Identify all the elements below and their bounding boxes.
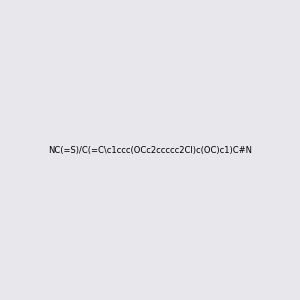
Text: NC(=S)/C(=C\c1ccc(OCc2ccccc2Cl)c(OC)c1)C#N: NC(=S)/C(=C\c1ccc(OCc2ccccc2Cl)c(OC)c1)C… (48, 146, 252, 154)
